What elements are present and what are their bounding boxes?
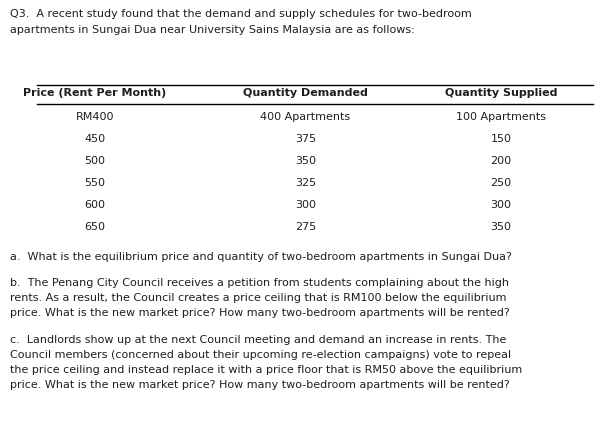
Text: Price (Rent Per Month): Price (Rent Per Month) <box>23 88 166 98</box>
Text: 250: 250 <box>491 178 511 188</box>
Text: 300: 300 <box>491 200 511 210</box>
Text: 350: 350 <box>491 222 511 232</box>
Text: rents. As a result, the Council creates a price ceiling that is RM100 below the : rents. As a result, the Council creates … <box>10 293 507 303</box>
Text: 550: 550 <box>84 178 105 188</box>
Text: c.  Landlords show up at the next Council meeting and demand an increase in rent: c. Landlords show up at the next Council… <box>10 335 507 345</box>
Text: 350: 350 <box>295 156 316 166</box>
Text: 100 Apartments: 100 Apartments <box>456 112 546 122</box>
Text: price. What is the new market price? How many two-bedroom apartments will be ren: price. What is the new market price? How… <box>10 380 510 390</box>
Text: 650: 650 <box>84 222 105 232</box>
Text: 500: 500 <box>84 156 105 166</box>
Text: price. What is the new market price? How many two-bedroom apartments will be ren: price. What is the new market price? How… <box>10 308 510 318</box>
Text: 325: 325 <box>295 178 316 188</box>
Text: 200: 200 <box>491 156 511 166</box>
Text: the price ceiling and instead replace it with a price floor that is RM50 above t: the price ceiling and instead replace it… <box>10 365 522 375</box>
Text: RM400: RM400 <box>75 112 114 122</box>
Text: 300: 300 <box>295 200 316 210</box>
Text: Quantity Supplied: Quantity Supplied <box>445 88 557 98</box>
Text: 375: 375 <box>295 134 316 144</box>
Text: 275: 275 <box>295 222 316 232</box>
Text: 450: 450 <box>84 134 105 144</box>
Text: b.  The Penang City Council receives a petition from students complaining about : b. The Penang City Council receives a pe… <box>10 278 509 288</box>
Text: 400 Apartments: 400 Apartments <box>260 112 351 122</box>
Text: Q3.  A recent study found that the demand and supply schedules for two-bedroom: Q3. A recent study found that the demand… <box>10 9 472 19</box>
Text: Quantity Demanded: Quantity Demanded <box>243 88 368 98</box>
Text: apartments in Sungai Dua near University Sains Malaysia are as follows:: apartments in Sungai Dua near University… <box>10 25 415 35</box>
Text: 600: 600 <box>84 200 105 210</box>
Text: Council members (concerned about their upcoming re-election campaigns) vote to r: Council members (concerned about their u… <box>10 350 511 360</box>
Text: a.  What is the equilibrium price and quantity of two-bedroom apartments in Sung: a. What is the equilibrium price and qua… <box>10 252 512 262</box>
Text: 150: 150 <box>491 134 511 144</box>
